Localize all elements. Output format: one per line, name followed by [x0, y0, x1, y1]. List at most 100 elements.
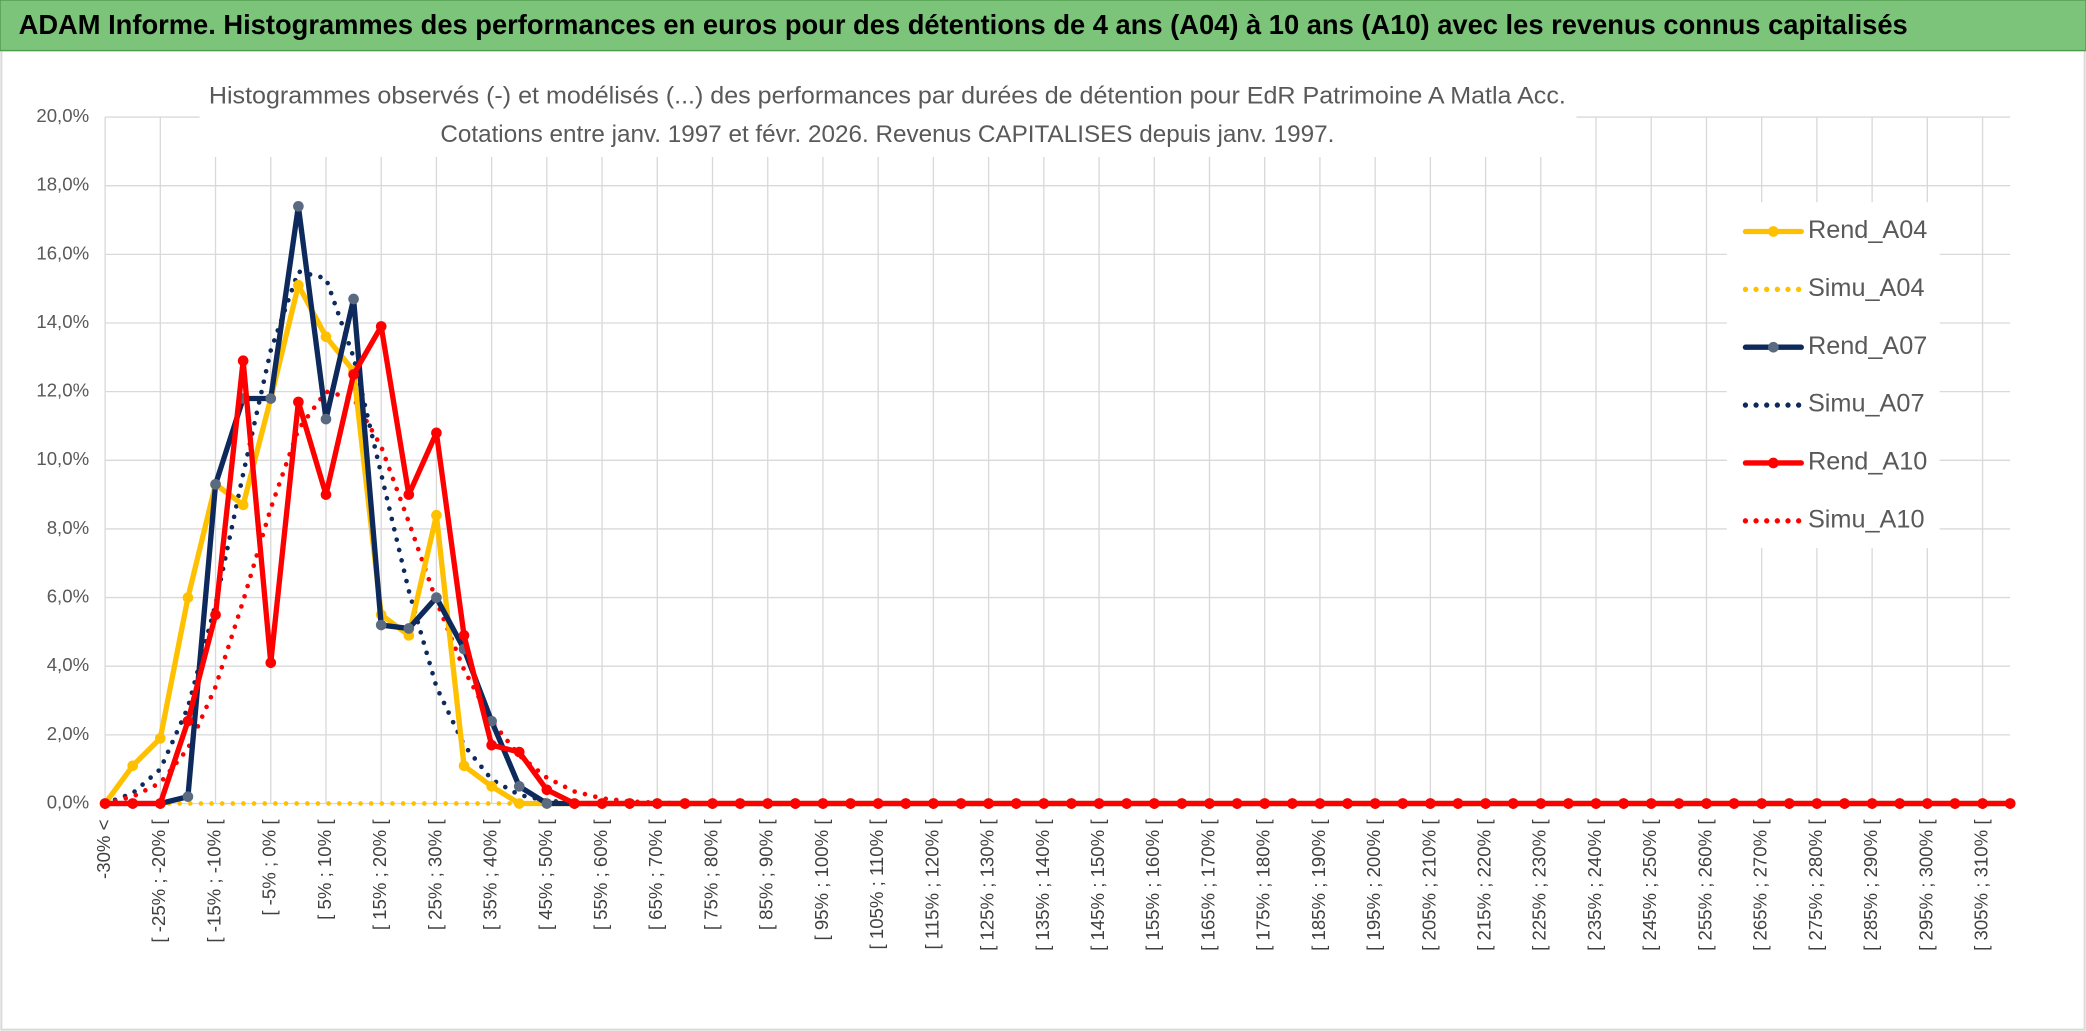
- x-tick-label: [ 265% ; 270% [: [1750, 819, 1771, 951]
- legend-marker: [1768, 226, 1779, 237]
- marker: [1673, 798, 1685, 809]
- y-tick-label: 8,0%: [47, 517, 89, 538]
- marker: [1922, 798, 1933, 809]
- marker: [596, 798, 608, 809]
- marker: [1563, 798, 1574, 809]
- x-tick-label: [ 65% ; 70% [: [645, 819, 666, 931]
- marker: [679, 798, 691, 809]
- marker: [375, 619, 387, 631]
- marker: [845, 798, 856, 809]
- chart-subtitle: Cotations entre janv. 1997 et févr. 2026…: [440, 121, 1334, 148]
- x-tick-label: [ -25% ; -20% [: [148, 819, 169, 943]
- marker: [1452, 798, 1464, 809]
- legend-label: Simu_A04: [1808, 274, 1925, 302]
- marker: [1093, 798, 1105, 809]
- marker: [1066, 798, 1077, 809]
- marker: [210, 609, 221, 621]
- x-tick-label: [ 135% ; 140% [: [1032, 819, 1053, 951]
- y-tick-label: 10,0%: [36, 448, 89, 469]
- x-tick-label: [ 285% ; 290% [: [1860, 819, 1881, 951]
- marker: [513, 746, 525, 758]
- marker: [1342, 798, 1353, 809]
- legend-label: Rend_A04: [1808, 216, 1927, 244]
- marker: [900, 798, 912, 809]
- x-tick-label: [ 165% ; 170% [: [1197, 819, 1218, 951]
- marker: [817, 798, 829, 809]
- x-tick-label: [ 255% ; 260% [: [1694, 819, 1715, 951]
- x-tick-label: [ 25% ; 30% [: [424, 819, 445, 931]
- x-tick-label: [ 205% ; 210% [: [1418, 819, 1439, 951]
- marker: [734, 798, 746, 809]
- marker: [1231, 798, 1243, 809]
- y-tick-label: 14,0%: [36, 311, 89, 332]
- legend-marker: [1768, 341, 1779, 353]
- marker: [320, 413, 332, 425]
- marker: [1038, 798, 1050, 809]
- x-tick-label: [ 225% ; 230% [: [1529, 819, 1550, 951]
- legend-bg: [1726, 202, 1940, 549]
- marker: [293, 279, 304, 291]
- marker: [2004, 798, 2016, 809]
- x-tick-label: [ 5% ; 10% [: [314, 819, 335, 920]
- legend: Rend_A04 Simu_A04 Rend_A07 Simu_A07 Rend_A10…: [1742, 216, 1927, 533]
- marker: [541, 798, 553, 809]
- marker: [790, 798, 801, 809]
- marker: [651, 798, 663, 809]
- x-tick-label: [ 75% ; 80% [: [700, 819, 721, 931]
- marker: [569, 798, 580, 809]
- marker: [1894, 798, 1906, 809]
- x-tick-label: [ 235% ; 240% [: [1584, 819, 1605, 951]
- marker: [237, 499, 249, 511]
- y-tick-label: 0,0%: [47, 791, 89, 812]
- marker: [983, 798, 994, 809]
- marker: [127, 760, 139, 772]
- marker: [1977, 798, 1988, 809]
- marker: [1535, 798, 1547, 809]
- marker: [1645, 798, 1657, 809]
- marker: [1010, 798, 1022, 809]
- marker: [1756, 798, 1768, 809]
- marker: [1811, 798, 1823, 809]
- marker: [1425, 798, 1436, 809]
- x-tick-label: [ 175% ; 180% [: [1253, 819, 1274, 951]
- marker: [872, 798, 884, 809]
- subtitle-bg: [199, 77, 1577, 157]
- x-tick-label: [ 295% ; 300% [: [1915, 819, 1936, 951]
- legend-label: Simu_A07: [1808, 390, 1925, 418]
- marker: [1148, 798, 1160, 809]
- x-tick-label: [ 195% ; 200% [: [1363, 819, 1384, 951]
- x-tick-label: [ 45% ; 50% [: [535, 819, 556, 931]
- marker: [486, 781, 497, 792]
- x-tick-label: [ 145% ; 150% [: [1087, 819, 1108, 951]
- marker: [431, 509, 442, 521]
- x-tick-label: [ 245% ; 250% [: [1639, 819, 1660, 951]
- legend-label: Rend_A07: [1808, 332, 1927, 360]
- title-bar: [0, 0, 2086, 52]
- y-tick-label: 6,0%: [47, 586, 89, 607]
- marker: [265, 393, 277, 404]
- marker: [375, 321, 387, 332]
- x-tick-label: [ 275% ; 280% [: [1805, 819, 1826, 951]
- marker: [1286, 798, 1298, 809]
- marker: [1259, 798, 1271, 809]
- y-tick-label: 20,0%: [36, 105, 89, 126]
- marker: [624, 798, 636, 809]
- y-tick-label: 18,0%: [36, 174, 89, 195]
- marker: [1701, 798, 1712, 809]
- y-tick-label: 12,0%: [36, 380, 89, 401]
- marker: [513, 798, 525, 809]
- x-tick-label: [ -5% ; 0% [: [259, 819, 280, 916]
- marker: [348, 293, 359, 305]
- marker: [1618, 798, 1629, 809]
- marker: [154, 798, 166, 809]
- marker: [182, 715, 194, 727]
- legend-label: Simu_A10: [1808, 505, 1925, 533]
- marker: [293, 200, 304, 212]
- x-tick-label: [ 185% ; 190% [: [1308, 819, 1329, 951]
- marker: [182, 791, 194, 802]
- marker: [1204, 798, 1215, 809]
- marker: [127, 798, 139, 809]
- marker: [320, 489, 332, 500]
- marker: [210, 478, 221, 490]
- marker: [1783, 798, 1795, 809]
